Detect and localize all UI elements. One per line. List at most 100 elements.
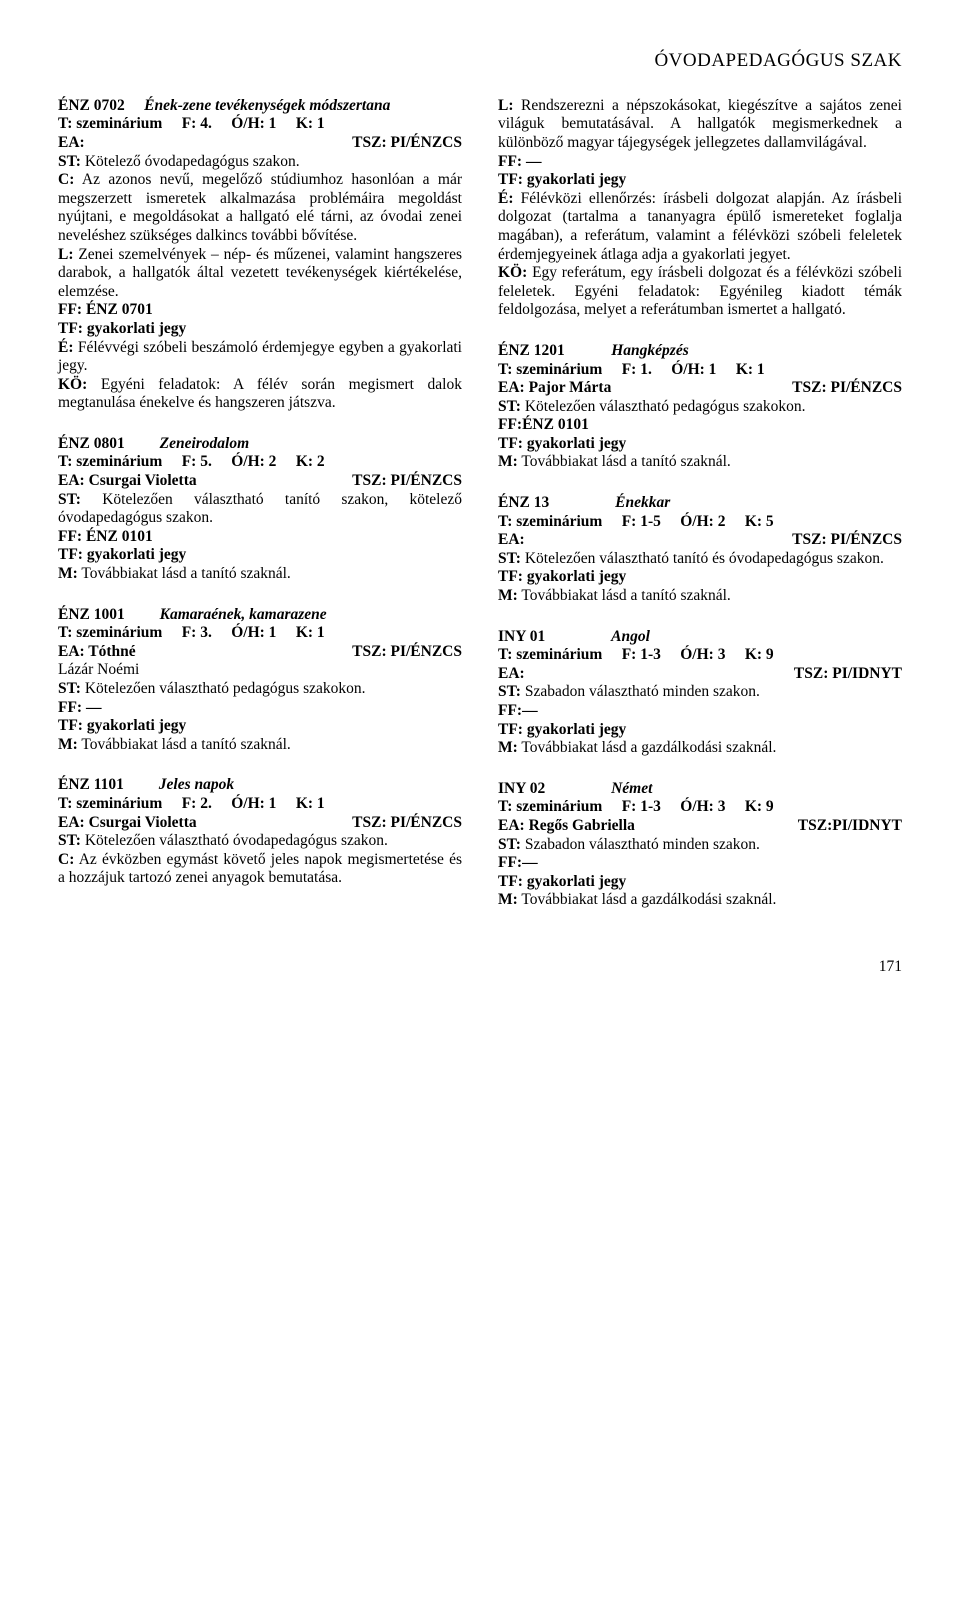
field-tsz: TSZ: PI/ÉNZCS xyxy=(352,643,462,662)
field-k: K: 1 xyxy=(296,795,325,812)
field-t: T: szeminárium xyxy=(58,453,162,470)
course-entry: ÉNZ 1001 Kamaraének, kamarazene T: szemi… xyxy=(58,606,462,755)
page-header: ÓVODAPEDAGÓGUS SZAK xyxy=(58,50,902,73)
field-f: F: 1-3 xyxy=(622,798,661,815)
field-t: T: szeminárium xyxy=(498,361,602,378)
field-t: T: szeminárium xyxy=(58,795,162,812)
course-entry: ÉNZ 1201 Hangképzés T: szeminárium F: 1.… xyxy=(498,342,902,472)
field-oh: Ó/H: 3 xyxy=(680,798,725,815)
field-ko: Egyéni feladatok: A félév során megismer… xyxy=(58,376,462,412)
course-title: Ének-zene tevékenységek módszertana xyxy=(144,97,390,114)
course-entry: INY 01 Angol T: szeminárium F: 1-3 Ó/H: … xyxy=(498,628,902,758)
course-continuation: L: Rendszerezni a népszokásokat, kiegész… xyxy=(498,97,902,320)
field-tf: TF: gyakorlati jegy xyxy=(498,873,902,892)
field-f: F: 5. xyxy=(182,453,212,470)
field-m: Továbbiakat lásd a tanító szaknál. xyxy=(521,453,730,470)
field-st: Kötelezően választható tanító és óvodape… xyxy=(525,550,884,567)
field-tf: TF: gyakorlati jegy xyxy=(58,320,462,339)
field-oh: Ó/H: 1 xyxy=(671,361,716,378)
field-ko: Egy referátum, egy írásbeli dolgozat és … xyxy=(498,264,902,318)
content-columns: ÉNZ 0702 Ének-zene tevékenységek módszer… xyxy=(58,97,902,932)
course-code: ÉNZ 1001 xyxy=(58,606,125,623)
field-t: T: szeminárium xyxy=(498,798,602,815)
course-entry: ÉNZ 0702 Ének-zene tevékenységek módszer… xyxy=(58,97,462,413)
course-entry: ÉNZ 0801 Zeneirodalom T: szeminárium F: … xyxy=(58,435,462,584)
course-title: Hangképzés xyxy=(611,342,689,359)
course-code: ÉNZ 1201 xyxy=(498,342,565,359)
course-code: ÉNZ 0702 xyxy=(58,97,125,114)
course-code: ÉNZ 0801 xyxy=(58,435,125,452)
field-st: Kötelező óvodapedagógus szakon. xyxy=(85,153,300,170)
field-ea: EA: Tóthné xyxy=(58,643,136,662)
field-ea: EA: xyxy=(498,665,525,684)
field-f: F: 4. xyxy=(182,115,212,132)
field-st: Kötelezően választható pedagógus szakoko… xyxy=(525,398,806,415)
course-code: INY 01 xyxy=(498,628,545,645)
field-k: K: 9 xyxy=(745,646,774,663)
field-tsz: TSZ: PI/ÉNZCS xyxy=(352,134,462,153)
field-oh: Ó/H: 3 xyxy=(680,646,725,663)
field-ff: FF:— xyxy=(498,702,902,721)
field-oh: Ó/H: 1 xyxy=(231,115,276,132)
field-tsz: TSZ: PI/ÉNZCS xyxy=(352,814,462,833)
field-ff: FF: ÉNZ 0101 xyxy=(58,528,462,547)
field-m: Továbbiakat lásd a tanító szaknál. xyxy=(81,736,290,753)
field-oh: Ó/H: 1 xyxy=(231,624,276,641)
field-tf: TF: gyakorlati jegy xyxy=(498,435,902,454)
field-ff: FF:— xyxy=(498,854,902,873)
field-oh: Ó/H: 2 xyxy=(231,453,276,470)
field-oh: Ó/H: 1 xyxy=(231,795,276,812)
field-tf: TF: gyakorlati jegy xyxy=(498,171,902,190)
course-code: INY 02 xyxy=(498,780,545,797)
field-ff: FF: — xyxy=(58,699,462,718)
field-ff: FF: — xyxy=(498,153,902,172)
field-tsz: TSZ:PI/IDNYT xyxy=(798,817,902,836)
field-ea: EA: Csurgai Violetta xyxy=(58,814,197,833)
field-k: K: 1 xyxy=(296,115,325,132)
field-tsz: TSZ: PI/ÉNZCS xyxy=(792,531,902,550)
field-e: Félévközi ellenőrzés: írásbeli dolgozat … xyxy=(498,190,902,263)
field-st: Kötelezően választható pedagógus szakoko… xyxy=(85,680,366,697)
field-ff: FF:ÉNZ 0101 xyxy=(498,416,902,435)
course-entry: ÉNZ 1101 Jeles napok T: szeminárium F: 2… xyxy=(58,776,462,888)
field-tf: TF: gyakorlati jegy xyxy=(58,546,462,565)
field-tsz: TSZ: PI/ÉNZCS xyxy=(792,379,902,398)
field-c: Az évközben egymást követő jeles napok m… xyxy=(58,851,462,887)
field-ea2: Lázár Noémi xyxy=(58,661,462,680)
field-m: Továbbiakat lásd a gazdálkodási szaknál. xyxy=(521,891,776,908)
field-c: Az azonos nevű, megelőző stúdiumhoz haso… xyxy=(58,171,462,244)
field-t: T: szeminárium xyxy=(58,115,162,132)
course-title: Német xyxy=(611,780,652,797)
field-t: T: szeminárium xyxy=(498,513,602,530)
field-ea: EA: xyxy=(58,134,85,153)
field-tsz: TSZ: PI/ÉNZCS xyxy=(352,472,462,491)
course-entry: ÉNZ 13 Énekkar T: szeminárium F: 1-5 Ó/H… xyxy=(498,494,902,606)
field-k: K: 5 xyxy=(745,513,774,530)
field-oh: Ó/H: 2 xyxy=(680,513,725,530)
field-k: K: 9 xyxy=(745,798,774,815)
course-code: ÉNZ 1101 xyxy=(58,776,124,793)
field-st: Kötelezően választható tanító szakon, kö… xyxy=(58,491,462,527)
course-title: Angol xyxy=(611,628,650,645)
course-title: Kamaraének, kamarazene xyxy=(160,606,327,623)
field-ff: FF: ÉNZ 0701 xyxy=(58,301,462,320)
field-tf: TF: gyakorlati jegy xyxy=(58,717,462,736)
field-ea: EA: Csurgai Violetta xyxy=(58,472,197,491)
field-k: K: 1 xyxy=(296,624,325,641)
field-k: K: 1 xyxy=(736,361,765,378)
field-st: Szabadon választható minden szakon. xyxy=(525,683,760,700)
course-entry: INY 02 Német T: szeminárium F: 1-3 Ó/H: … xyxy=(498,780,902,910)
field-l: Rendszerezni a népszokásokat, kiegészítv… xyxy=(498,97,902,151)
field-m: Továbbiakat lásd a tanító szaknál. xyxy=(81,565,290,582)
field-f: F: 1-5 xyxy=(622,513,661,530)
field-l: Zenei szemelvények – nép- és műzenei, va… xyxy=(58,246,462,300)
field-f: F: 1-3 xyxy=(622,646,661,663)
field-m: Továbbiakat lásd a tanító szaknál. xyxy=(521,587,730,604)
course-title: Zeneirodalom xyxy=(160,435,250,452)
field-st: Kötelezően választható óvodapedagógus sz… xyxy=(85,832,388,849)
field-t: T: szeminárium xyxy=(498,646,602,663)
field-st: Szabadon választható minden szakon. xyxy=(525,836,760,853)
field-f: F: 3. xyxy=(182,624,212,641)
left-column: ÉNZ 0702 Ének-zene tevékenységek módszer… xyxy=(58,97,462,932)
field-m: Továbbiakat lásd a gazdálkodási szaknál. xyxy=(521,739,776,756)
